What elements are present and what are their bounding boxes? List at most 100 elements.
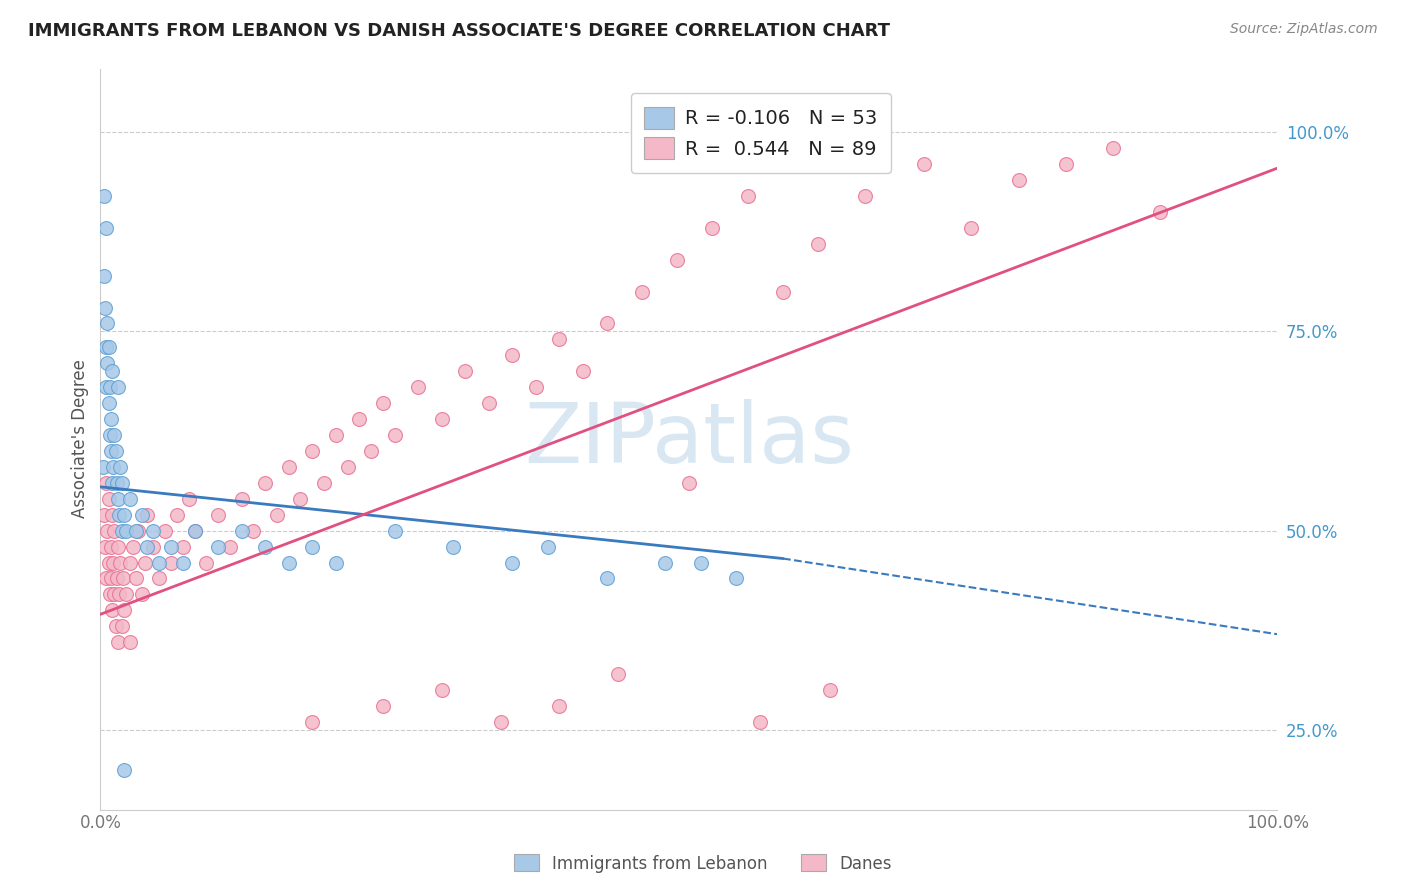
- Point: [454, 364, 477, 378]
- Point: [110, 619, 132, 633]
- Point: [207, 540, 229, 554]
- Point: [325, 556, 347, 570]
- Point: [148, 556, 170, 570]
- Point: [277, 459, 299, 474]
- Point: [97, 396, 120, 410]
- Point: [818, 683, 841, 698]
- Y-axis label: Associate's Degree: Associate's Degree: [72, 359, 89, 518]
- Point: [136, 540, 159, 554]
- Point: [104, 444, 127, 458]
- Point: [312, 475, 335, 490]
- Point: [118, 635, 141, 649]
- Point: [172, 556, 194, 570]
- Point: [336, 459, 359, 474]
- Point: [266, 508, 288, 522]
- Point: [112, 508, 135, 522]
- Text: IMMIGRANTS FROM LEBANON VS DANISH ASSOCIATE'S DEGREE CORRELATION CHART: IMMIGRANTS FROM LEBANON VS DANISH ASSOCI…: [28, 22, 890, 40]
- Point: [406, 380, 429, 394]
- Point: [98, 380, 121, 394]
- Point: [748, 714, 770, 729]
- Point: [524, 380, 547, 394]
- Point: [1054, 157, 1077, 171]
- Point: [91, 459, 114, 474]
- Point: [110, 459, 132, 474]
- Point: [100, 412, 122, 426]
- Point: [94, 540, 117, 554]
- Point: [118, 491, 141, 506]
- Point: [702, 220, 724, 235]
- Point: [349, 412, 371, 426]
- Point: [371, 698, 394, 713]
- Point: [537, 540, 560, 554]
- Point: [97, 556, 120, 570]
- Point: [94, 301, 117, 315]
- Point: [101, 475, 124, 490]
- Point: [666, 252, 689, 267]
- Point: [98, 428, 121, 442]
- Point: [254, 475, 277, 490]
- Point: [595, 317, 617, 331]
- Point: [160, 556, 183, 570]
- Point: [124, 524, 146, 538]
- Point: [384, 428, 406, 442]
- Point: [1007, 173, 1029, 187]
- Point: [93, 268, 115, 283]
- Point: [101, 364, 124, 378]
- Point: [689, 556, 711, 570]
- Point: [110, 475, 132, 490]
- Point: [231, 491, 253, 506]
- Point: [105, 572, 128, 586]
- Point: [501, 556, 523, 570]
- Point: [501, 348, 523, 362]
- Point: [678, 475, 700, 490]
- Point: [107, 380, 129, 394]
- Point: [595, 572, 617, 586]
- Point: [430, 683, 453, 698]
- Point: [96, 380, 118, 394]
- Point: [100, 540, 122, 554]
- Point: [231, 524, 253, 538]
- Point: [360, 444, 382, 458]
- Point: [97, 491, 120, 506]
- Point: [96, 220, 118, 235]
- Point: [160, 540, 183, 554]
- Point: [166, 508, 188, 522]
- Point: [100, 444, 122, 458]
- Point: [101, 603, 124, 617]
- Text: ZIPatlas: ZIPatlas: [524, 399, 853, 480]
- Point: [142, 524, 165, 538]
- Point: [290, 491, 312, 506]
- Point: [124, 572, 146, 586]
- Point: [153, 524, 176, 538]
- Point: [107, 491, 129, 506]
- Point: [183, 524, 205, 538]
- Point: [93, 508, 115, 522]
- Point: [548, 698, 571, 713]
- Point: [960, 220, 983, 235]
- Point: [115, 587, 138, 601]
- Point: [912, 157, 935, 171]
- Point: [112, 763, 135, 777]
- Point: [301, 444, 323, 458]
- Point: [772, 285, 794, 299]
- Point: [630, 285, 652, 299]
- Point: [807, 236, 830, 251]
- Point: [478, 396, 501, 410]
- Point: [148, 572, 170, 586]
- Point: [218, 540, 240, 554]
- Point: [384, 524, 406, 538]
- Point: [100, 572, 122, 586]
- Point: [572, 364, 595, 378]
- Point: [93, 189, 115, 203]
- Point: [489, 714, 512, 729]
- Point: [98, 587, 121, 601]
- Point: [855, 189, 877, 203]
- Point: [134, 556, 156, 570]
- Point: [131, 587, 153, 601]
- Point: [111, 572, 134, 586]
- Point: [724, 572, 747, 586]
- Point: [103, 556, 125, 570]
- Point: [118, 556, 141, 570]
- Point: [548, 333, 571, 347]
- Point: [737, 189, 759, 203]
